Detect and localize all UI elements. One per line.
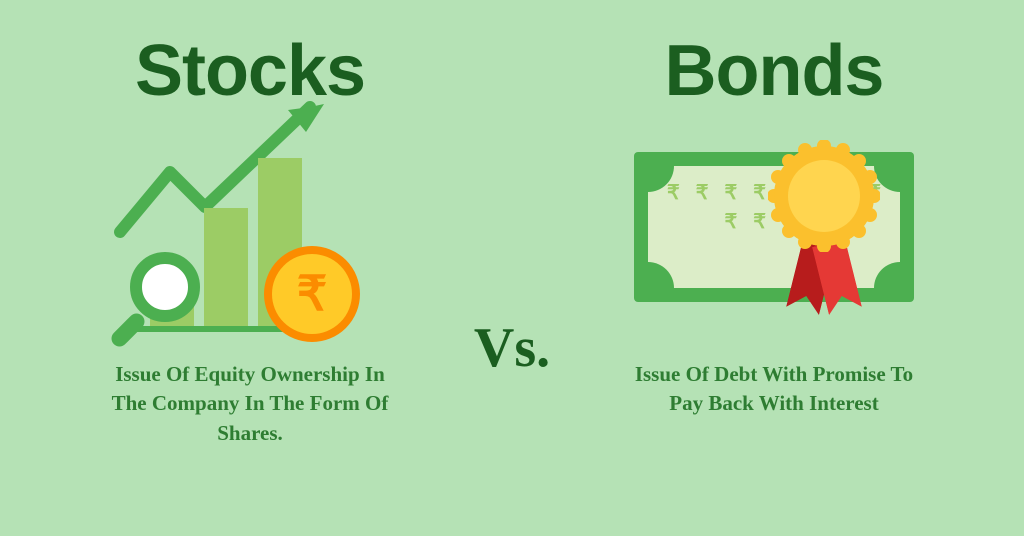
magnifier-lens [130,252,200,322]
certificate-seal-icon [774,146,874,246]
rupee-pattern-symbol: ₹ [725,180,738,205]
seal-inner-circle [788,160,860,232]
rupee-pattern-symbol: ₹ [696,180,709,205]
stocks-illustration: ₹ [100,122,400,342]
bonds-heading: Bonds [664,30,883,112]
bonds-panel: Bonds ₹ ₹ ₹ ₹ ₹ ₹ ₹ ₹ [584,30,964,419]
stocks-panel: Stocks ₹ Issue Of Equity Ownership In Th… [60,30,440,448]
rupee-symbol: ₹ [297,266,328,322]
rupee-pattern-symbol: ₹ [753,180,766,205]
rupee-pattern-symbol: ₹ [753,209,766,234]
bonds-illustration: ₹ ₹ ₹ ₹ ₹ ₹ ₹ ₹ ₹ ₹ ₹ ₹ [624,122,924,342]
rupee-coin-icon: ₹ [264,246,360,342]
seal-ribbons [774,242,874,312]
rupee-pattern-symbol: ₹ [667,180,680,205]
magnifier-icon [130,252,200,322]
bonds-description: Issue Of Debt With Promise To Pay Back W… [634,360,914,419]
infographic-root: Stocks ₹ Issue Of Equity Ownership In Th… [0,0,1024,536]
versus-label: Vs. [474,316,550,380]
bar-2 [204,208,248,328]
stocks-description: Issue Of Equity Ownership In The Company… [110,360,390,448]
rupee-pattern-symbol: ₹ [725,209,738,234]
